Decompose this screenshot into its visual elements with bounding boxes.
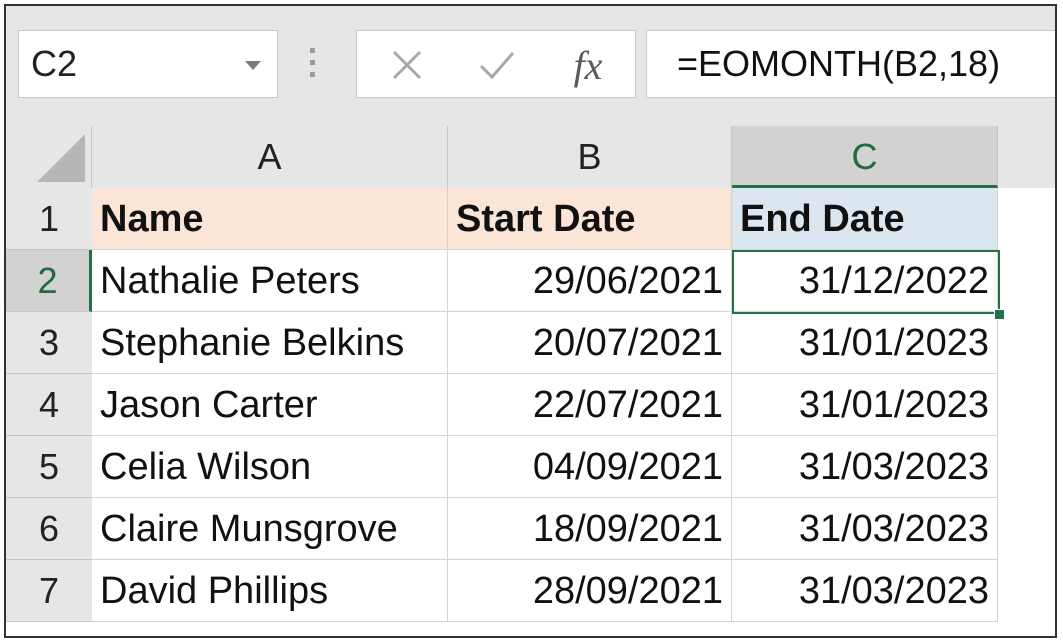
cell-c2[interactable]: 31/12/2022: [732, 250, 998, 312]
column-header-a[interactable]: A: [92, 126, 448, 188]
excel-window: C2 fx =EOMONTH(B2,18) A B C 1 2 3 4 5 6 …: [4, 4, 1057, 638]
cell-a4[interactable]: Jason Carter: [92, 374, 448, 436]
name-box-value: C2: [31, 43, 78, 84]
cell-c4[interactable]: 31/01/2023: [732, 374, 998, 436]
cell-c1[interactable]: End Date: [732, 188, 998, 250]
formula-text: =EOMONTH(B2,18): [677, 43, 1001, 84]
row-header-7[interactable]: 7: [6, 560, 92, 622]
cell-b3[interactable]: 20/07/2021: [448, 312, 732, 374]
insert-function-button[interactable]: fx: [573, 42, 603, 88]
formula-buttons: fx: [356, 30, 636, 98]
cell-a3[interactable]: Stephanie Belkins: [92, 312, 448, 374]
cell-c6[interactable]: 31/03/2023: [732, 498, 998, 560]
cell-c7[interactable]: 31/03/2023: [732, 560, 998, 622]
column-header-c[interactable]: C: [732, 126, 998, 188]
cell-b2[interactable]: 29/06/2021: [448, 250, 732, 312]
close-icon[interactable]: [377, 41, 437, 89]
spreadsheet-grid: A B C 1 2 3 4 5 6 7 Name Start Date End …: [6, 126, 1055, 636]
cell-b5[interactable]: 04/09/2021: [448, 436, 732, 498]
cell-a7[interactable]: David Phillips: [92, 560, 448, 622]
cell-a1[interactable]: Name: [92, 188, 448, 250]
column-header-d[interactable]: [998, 126, 1055, 188]
formula-input[interactable]: =EOMONTH(B2,18): [646, 30, 1055, 98]
cell-c3[interactable]: 31/01/2023: [732, 312, 998, 374]
drag-handle-icon[interactable]: [310, 48, 316, 82]
column-header-b[interactable]: B: [448, 126, 732, 188]
cell-a6[interactable]: Claire Munsgrove: [92, 498, 448, 560]
check-icon[interactable]: [467, 41, 527, 89]
cell-a2[interactable]: Nathalie Peters: [92, 250, 448, 312]
select-all-button[interactable]: [6, 126, 92, 188]
chevron-down-icon[interactable]: [245, 61, 261, 70]
fill-handle[interactable]: [994, 309, 1005, 320]
cell-a5[interactable]: Celia Wilson: [92, 436, 448, 498]
row-header-6[interactable]: 6: [6, 498, 92, 560]
row-header-2[interactable]: 2: [6, 250, 92, 312]
cell-b1[interactable]: Start Date: [448, 188, 732, 250]
row-header-4[interactable]: 4: [6, 374, 92, 436]
row-header-5[interactable]: 5: [6, 436, 92, 498]
cell-b4[interactable]: 22/07/2021: [448, 374, 732, 436]
name-box[interactable]: C2: [18, 30, 278, 98]
row-header-1[interactable]: 1: [6, 188, 92, 250]
formula-bar-area: C2 fx =EOMONTH(B2,18): [6, 6, 1055, 126]
cell-c5[interactable]: 31/03/2023: [732, 436, 998, 498]
select-all-triangle-icon: [37, 134, 85, 182]
cell-b6[interactable]: 18/09/2021: [448, 498, 732, 560]
row-header-3[interactable]: 3: [6, 312, 92, 374]
cell-b7[interactable]: 28/09/2021: [448, 560, 732, 622]
